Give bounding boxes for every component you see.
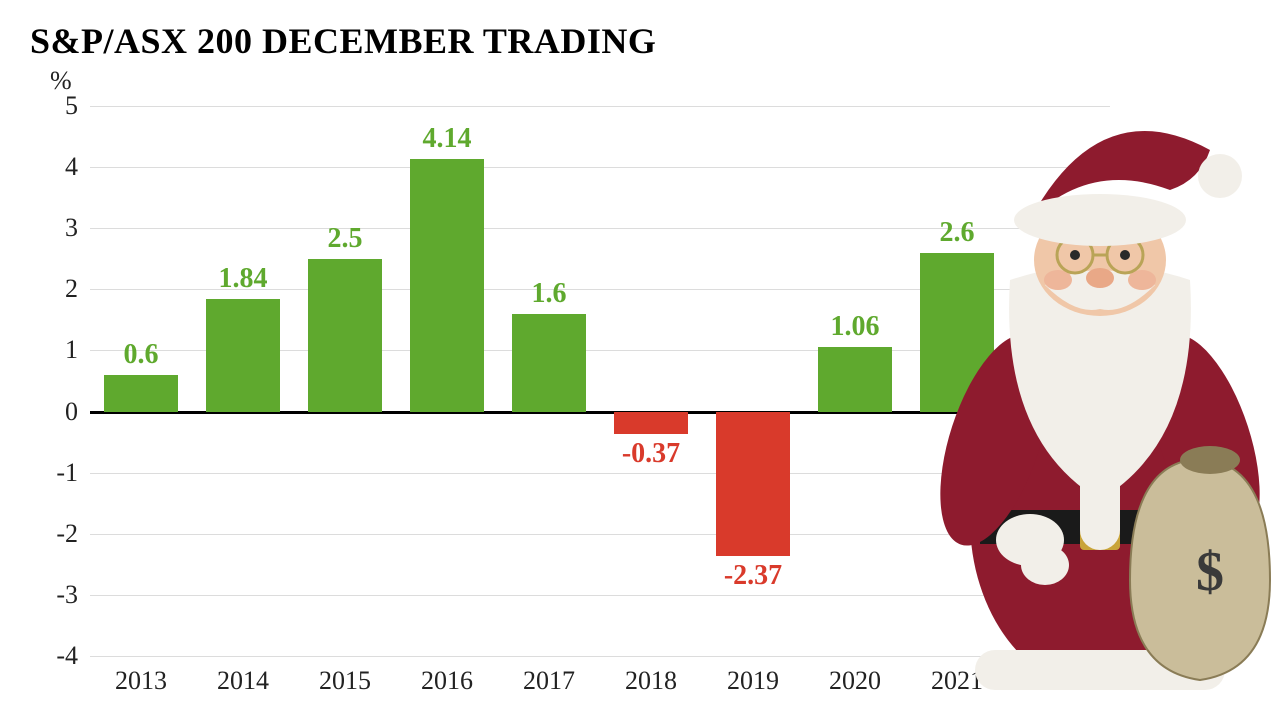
x-tick-label: 2016 — [421, 656, 473, 696]
x-tick-label: 2013 — [115, 656, 167, 696]
bar-value-label: 0.6 — [123, 339, 158, 371]
bar: -2.37 — [716, 412, 789, 557]
y-tick-label: -2 — [56, 519, 90, 549]
svg-text:$: $ — [1196, 541, 1224, 603]
bar: 4.14 — [410, 159, 483, 412]
x-tick-label: 2019 — [727, 656, 779, 696]
y-tick-label: 5 — [65, 91, 90, 121]
bar: -0.37 — [614, 412, 687, 435]
x-tick-label: 2014 — [217, 656, 269, 696]
y-tick-label: 0 — [65, 397, 90, 427]
bar-value-label: 1.06 — [830, 311, 879, 343]
bar: 2.5 — [308, 259, 381, 412]
x-tick-label: 2015 — [319, 656, 371, 696]
y-tick-label: -4 — [56, 641, 90, 671]
chart-title: S&P/ASX 200 DECEMBER TRADING — [30, 20, 1250, 62]
chart-container: S&P/ASX 200 DECEMBER TRADING % 543210-1-… — [0, 0, 1280, 720]
bar-value-label: 1.6 — [531, 278, 566, 310]
y-tick-label: 1 — [65, 335, 90, 365]
bar-value-label: 2.5 — [327, 223, 362, 255]
y-tick-label: -1 — [56, 458, 90, 488]
x-tick-label: 2020 — [829, 656, 881, 696]
x-tick-label: 2017 — [523, 656, 575, 696]
bar-value-label: 1.84 — [218, 263, 267, 295]
bar-value-label: 4.14 — [422, 123, 471, 155]
bar: 0.6 — [104, 375, 177, 412]
bar: 1.6 — [512, 314, 585, 412]
bar: 1.06 — [818, 347, 891, 412]
x-tick-label: 2018 — [625, 656, 677, 696]
bar-value-label: -0.37 — [622, 438, 680, 470]
y-tick-label: 2 — [65, 274, 90, 304]
santa-claus-image: $ — [920, 80, 1280, 700]
y-tick-label: -3 — [56, 580, 90, 610]
bar: 1.84 — [206, 299, 279, 411]
y-tick-label: 4 — [65, 152, 90, 182]
y-tick-label: 3 — [65, 213, 90, 243]
bar-value-label: -2.37 — [724, 560, 782, 592]
